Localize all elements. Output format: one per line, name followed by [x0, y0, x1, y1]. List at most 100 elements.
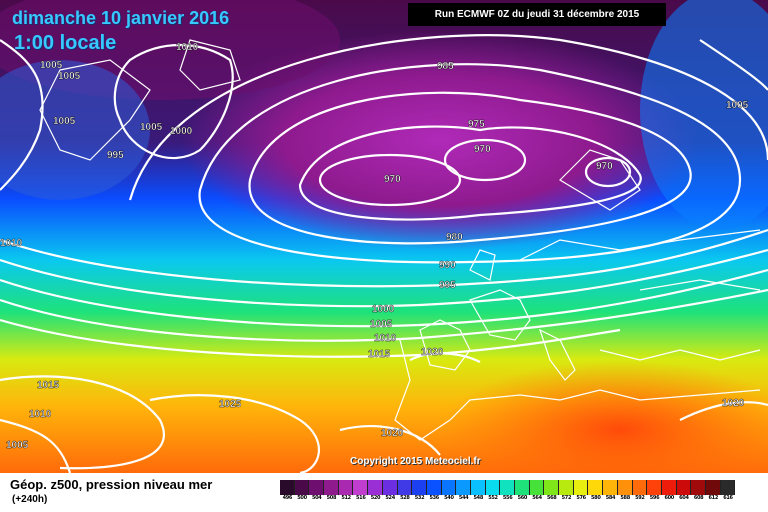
scale-cell: 572 — [559, 480, 574, 504]
scale-label: 564 — [532, 495, 542, 501]
isobar-1020-se — [679, 401, 768, 421]
isobar-1010 — [0, 288, 768, 342]
scale-label: 568 — [546, 495, 557, 501]
scale-swatch — [412, 480, 427, 495]
isobar-label: 1005 — [140, 122, 163, 133]
scale-swatch — [544, 480, 560, 495]
scale-label: 580 — [591, 495, 601, 501]
scale-swatch — [515, 480, 530, 495]
scale-cell: 524 — [382, 480, 398, 504]
scale-cell: 548 — [470, 480, 486, 504]
isobar-label: 975 — [468, 119, 485, 130]
scale-swatch — [338, 480, 354, 495]
isobar-1000 — [0, 248, 768, 308]
scale-cell: 540 — [441, 480, 457, 504]
scale-swatch — [485, 480, 501, 495]
isobar-label: 1015 — [37, 380, 60, 391]
scale-swatch — [647, 480, 662, 495]
color-scale: 496 500 504 508 512 516 520 524 528 532 536 540 544 5… — [280, 480, 736, 504]
scale-label: 592 — [635, 495, 645, 501]
isobar-label: 1020 — [421, 347, 444, 358]
scale-label: 500 — [297, 495, 307, 501]
scale-cell: 612 — [705, 480, 721, 504]
isobar-1005 — [0, 268, 768, 328]
isobar-label: 1010 — [29, 409, 52, 420]
isobar-985 — [198, 63, 742, 264]
isobar-970-c — [584, 156, 632, 188]
isobar-1000-iceland — [113, 44, 234, 160]
scale-label: 512 — [341, 495, 351, 501]
scale-swatch — [353, 480, 369, 495]
scale-cell: 496 — [280, 480, 295, 504]
isobar-label: 1005 — [6, 440, 29, 451]
scale-cell: 532 — [412, 480, 427, 504]
scale-swatch — [441, 480, 457, 495]
isobar-label: 990 — [439, 260, 456, 271]
scale-swatch — [676, 480, 692, 495]
isobar-975 — [298, 125, 642, 221]
scale-cell: 580 — [588, 480, 604, 504]
scale-swatch — [280, 480, 295, 495]
scale-label: 508 — [326, 495, 337, 501]
scale-label: 504 — [311, 495, 322, 501]
isobar-label: 1005 — [370, 319, 393, 330]
scale-label: 544 — [458, 495, 469, 501]
isobar-label: 1005 — [58, 71, 81, 82]
isobar-label: 1015 — [368, 349, 391, 360]
isobar-1015-sw — [0, 375, 165, 470]
isobar-label: 995 — [439, 280, 456, 291]
scale-swatch — [705, 480, 721, 495]
scale-label: 572 — [561, 495, 572, 501]
scale-cell: 556 — [500, 480, 515, 504]
scale-swatch — [573, 480, 589, 495]
iceland-outline — [179, 39, 241, 91]
scale-label: 596 — [649, 495, 660, 501]
scale-label: 536 — [429, 495, 439, 501]
greenland-blue — [0, 60, 150, 200]
isobar-label: 970 — [596, 161, 613, 172]
scale-cell: 528 — [397, 480, 413, 504]
balkans-turkey-coast — [599, 349, 761, 361]
scale-cell: 592 — [632, 480, 648, 504]
coastlines — [39, 39, 761, 441]
scale-label: 584 — [605, 495, 616, 501]
scale-label: 516 — [356, 495, 366, 501]
scale-cell: 576 — [573, 480, 589, 504]
lead-time: (+240h) — [12, 494, 48, 505]
legend-footer: Géop. z500, pression niveau mer (+240h) … — [0, 473, 768, 512]
isobar-label: 1010 — [374, 333, 397, 344]
low-pressure-core — [180, 30, 700, 250]
scale-label: 612 — [708, 495, 719, 501]
black-sea-coast — [639, 279, 761, 291]
scale-label: 496 — [282, 495, 293, 501]
scale-swatch — [632, 480, 648, 495]
scale-cell: 604 — [676, 480, 692, 504]
scale-swatch — [382, 480, 398, 495]
scale-swatch — [500, 480, 515, 495]
scale-cell: 512 — [338, 480, 354, 504]
isobar-980 — [248, 91, 692, 245]
scale-swatch — [426, 480, 442, 495]
scale-cell: 516 — [353, 480, 369, 504]
isobar-label: 1005 — [726, 100, 749, 111]
isobar-1025 — [149, 394, 320, 473]
isobar-1005-ne — [699, 39, 768, 91]
scale-cell: 544 — [456, 480, 471, 504]
isobar-995 — [0, 228, 768, 288]
scale-label: 540 — [444, 495, 454, 501]
north-europe-coast — [519, 229, 761, 261]
scale-label: 548 — [473, 495, 484, 501]
scale-swatch — [368, 480, 383, 495]
isobar-label: 980 — [446, 232, 463, 243]
weather-map: 1010 1005 1005 1005 1005 1000 995 985 97… — [0, 0, 768, 473]
greenland-outline — [39, 59, 151, 161]
isobar-1015 — [0, 318, 621, 358]
isobars — [0, 34, 768, 473]
isobar-label: 1020 — [381, 428, 404, 439]
scale-label: 532 — [414, 495, 425, 501]
scale-swatch — [559, 480, 574, 495]
isobar-label: 1005 — [53, 116, 76, 127]
forecast-time: 1:00 locale — [14, 32, 117, 54]
scale-cell: 508 — [324, 480, 339, 504]
scale-swatch — [294, 480, 310, 495]
